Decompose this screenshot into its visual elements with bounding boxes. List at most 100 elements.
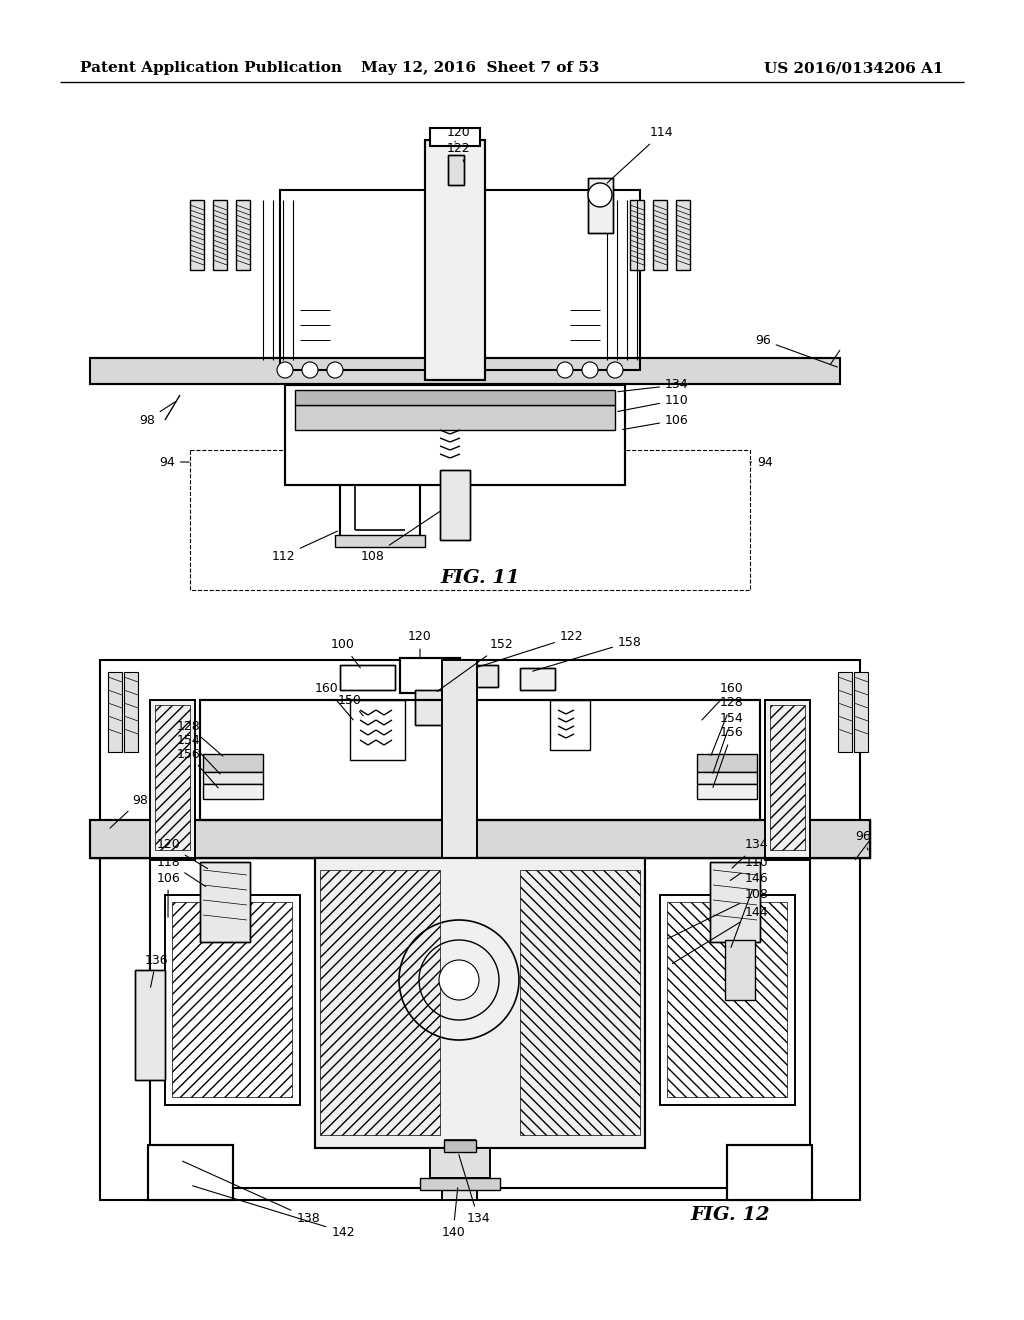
Bar bbox=[468, 665, 498, 686]
Text: 114: 114 bbox=[607, 127, 674, 183]
Bar bbox=[100, 660, 860, 1200]
Text: 142: 142 bbox=[193, 1185, 355, 1238]
Bar bbox=[319, 870, 440, 1135]
Text: 140: 140 bbox=[441, 1188, 465, 1238]
Bar bbox=[295, 405, 615, 430]
Bar bbox=[430, 1148, 490, 1177]
Text: 146: 146 bbox=[731, 871, 769, 948]
Bar bbox=[155, 705, 190, 850]
Text: 150: 150 bbox=[338, 693, 364, 715]
Bar bbox=[430, 128, 480, 147]
Bar bbox=[108, 672, 122, 752]
Circle shape bbox=[302, 362, 318, 378]
Text: 128: 128 bbox=[711, 697, 743, 755]
Bar bbox=[667, 902, 787, 1097]
Circle shape bbox=[607, 362, 623, 378]
Text: 94: 94 bbox=[750, 455, 773, 469]
Bar bbox=[315, 858, 645, 1148]
Text: 138: 138 bbox=[182, 1162, 319, 1225]
Text: 112: 112 bbox=[271, 531, 338, 562]
Bar bbox=[350, 700, 406, 760]
Bar bbox=[280, 190, 640, 370]
Circle shape bbox=[278, 362, 293, 378]
Bar bbox=[165, 895, 300, 1105]
Bar bbox=[660, 895, 795, 1105]
Bar bbox=[449, 154, 464, 185]
Bar bbox=[550, 700, 590, 750]
Text: 156: 156 bbox=[176, 747, 218, 788]
Text: 128: 128 bbox=[176, 719, 223, 756]
Text: 98: 98 bbox=[139, 401, 176, 426]
Bar bbox=[676, 201, 690, 271]
Bar bbox=[444, 1140, 476, 1152]
Bar bbox=[520, 870, 640, 1135]
Bar bbox=[415, 690, 445, 725]
Bar bbox=[124, 672, 138, 752]
Text: 98: 98 bbox=[110, 793, 148, 828]
Text: Patent Application Publication: Patent Application Publication bbox=[80, 61, 342, 75]
Bar bbox=[150, 700, 195, 861]
Bar bbox=[200, 700, 760, 820]
Bar bbox=[660, 895, 795, 1105]
Bar bbox=[200, 862, 250, 942]
Bar bbox=[727, 1144, 812, 1200]
Text: 160: 160 bbox=[314, 681, 353, 719]
Text: US 2016/0134206 A1: US 2016/0134206 A1 bbox=[765, 61, 944, 75]
Text: 108: 108 bbox=[361, 512, 439, 562]
Bar bbox=[710, 862, 760, 942]
Circle shape bbox=[582, 362, 598, 378]
Bar bbox=[236, 201, 250, 271]
Text: 156: 156 bbox=[713, 726, 743, 787]
Bar bbox=[190, 201, 204, 271]
Bar bbox=[200, 700, 760, 820]
Text: 120: 120 bbox=[409, 631, 432, 657]
Bar bbox=[697, 784, 757, 799]
Bar bbox=[172, 902, 292, 1097]
Bar bbox=[203, 784, 263, 799]
Text: 134: 134 bbox=[459, 1155, 490, 1225]
Bar bbox=[415, 690, 445, 725]
Bar bbox=[588, 178, 613, 234]
Bar bbox=[710, 862, 760, 942]
Bar bbox=[285, 385, 625, 484]
Bar bbox=[520, 668, 555, 690]
Text: 106: 106 bbox=[623, 413, 689, 429]
Bar bbox=[765, 700, 810, 861]
Text: 94: 94 bbox=[160, 455, 189, 469]
Text: 154: 154 bbox=[713, 711, 743, 774]
Bar bbox=[150, 700, 195, 861]
Bar bbox=[442, 660, 477, 1200]
Bar bbox=[203, 754, 263, 772]
Bar bbox=[653, 201, 667, 271]
Bar bbox=[727, 1144, 812, 1200]
Text: 152: 152 bbox=[437, 639, 514, 692]
Text: 96: 96 bbox=[855, 829, 870, 850]
Bar bbox=[430, 1148, 490, 1177]
Bar bbox=[442, 660, 477, 1200]
Text: 110: 110 bbox=[730, 855, 769, 880]
Bar bbox=[148, 1144, 233, 1200]
Text: May 12, 2016  Sheet 7 of 53: May 12, 2016 Sheet 7 of 53 bbox=[360, 61, 599, 75]
Circle shape bbox=[588, 183, 612, 207]
Text: 118: 118 bbox=[157, 855, 206, 887]
Text: 120: 120 bbox=[157, 838, 208, 869]
Bar bbox=[203, 772, 263, 784]
Circle shape bbox=[557, 362, 573, 378]
Bar bbox=[420, 1177, 500, 1191]
Bar bbox=[315, 858, 645, 1148]
Bar bbox=[340, 665, 395, 690]
Bar bbox=[449, 154, 464, 185]
Text: 160: 160 bbox=[701, 681, 743, 719]
Bar bbox=[765, 700, 810, 861]
Text: 110: 110 bbox=[617, 393, 689, 412]
Text: 120: 120 bbox=[446, 125, 470, 143]
Bar bbox=[295, 389, 615, 405]
Text: FIG. 12: FIG. 12 bbox=[690, 1206, 770, 1224]
Circle shape bbox=[327, 362, 343, 378]
Bar bbox=[725, 940, 755, 1001]
Bar bbox=[190, 450, 750, 590]
Bar bbox=[697, 754, 757, 772]
Text: FIG. 11: FIG. 11 bbox=[440, 569, 520, 587]
Bar bbox=[854, 672, 868, 752]
Bar bbox=[400, 657, 460, 693]
